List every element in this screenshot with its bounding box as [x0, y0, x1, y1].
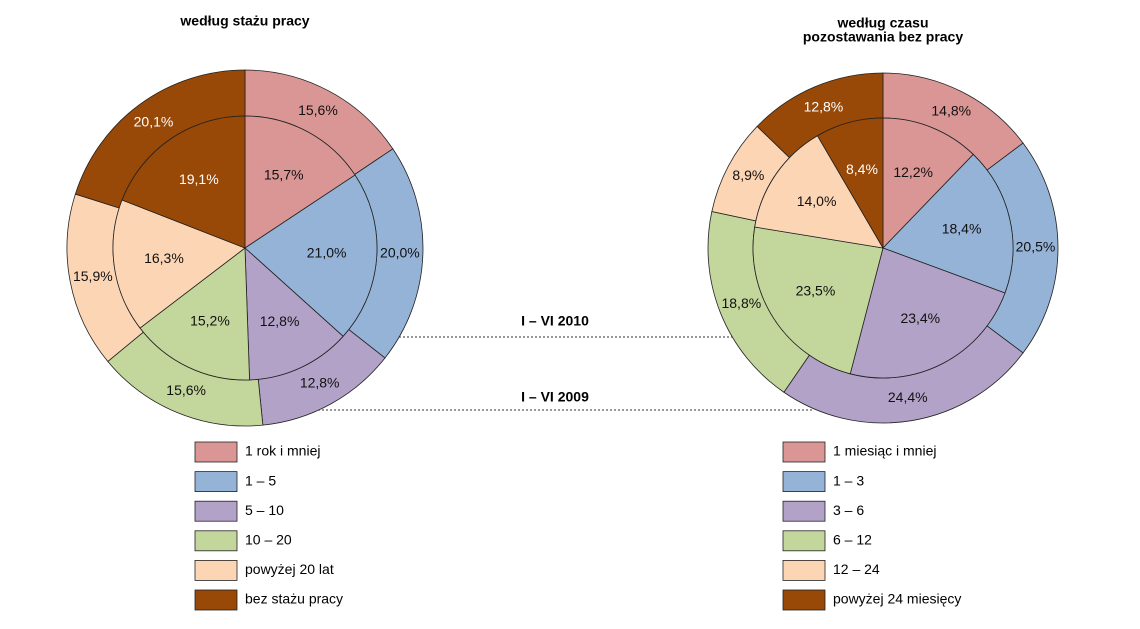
data-label: 21,0%: [307, 245, 347, 261]
legend-swatch: [194, 589, 238, 611]
legend-swatch: [782, 500, 826, 522]
data-label: 15,9%: [73, 268, 113, 284]
slice: [112, 199, 246, 329]
data-label: 19,1%: [179, 171, 219, 187]
data-label: 12,8%: [260, 313, 300, 329]
legend-swatch: [194, 441, 238, 463]
legend-swatch: [194, 530, 238, 552]
legend-label: 1 rok i mniej: [245, 443, 320, 459]
data-label: 20,0%: [380, 245, 420, 261]
legend-swatch: [782, 589, 826, 611]
slice: [244, 174, 378, 337]
slice: [849, 247, 1006, 379]
legend-label: powyżej 20 lat: [245, 561, 334, 577]
slice: [121, 115, 246, 249]
legend-label: 5 – 10: [245, 502, 284, 518]
slice: [244, 115, 356, 249]
legend-swatch: [194, 471, 238, 493]
data-label: 12,8%: [300, 375, 340, 391]
data-label: 15,2%: [190, 313, 230, 329]
data-label: 23,4%: [900, 310, 940, 326]
legend-label: 1 – 5: [245, 472, 276, 488]
data-label: 15,6%: [166, 382, 206, 398]
slice: [244, 247, 344, 381]
legend-swatch: [782, 560, 826, 581]
legend-label: bez stażu pracy: [245, 591, 343, 607]
slice: [754, 135, 884, 249]
data-label: 20,1%: [134, 114, 174, 130]
slice: [882, 117, 974, 249]
ring-label: I – VI 2010: [521, 313, 589, 329]
legend-swatch: [782, 471, 826, 493]
chart-title: według czasu: [836, 15, 928, 31]
legend-swatch: [194, 500, 238, 522]
legend-label: 12 – 24: [833, 561, 880, 577]
data-label: 23,5%: [796, 283, 836, 299]
slice: [752, 226, 884, 375]
legend-label: powyżej 24 miesięcy: [833, 591, 961, 607]
data-label: 8,9%: [732, 167, 764, 183]
legend-label: 6 – 12: [833, 532, 872, 548]
data-label: 18,4%: [942, 221, 982, 237]
data-label: 20,5%: [1016, 239, 1056, 255]
data-label: 16,3%: [144, 250, 184, 266]
data-label: 8,4%: [846, 161, 878, 177]
chart-title: według stażu pracy: [179, 13, 309, 29]
ring-label: I – VI 2009: [521, 389, 589, 405]
slice: [882, 153, 1014, 294]
data-label: 15,7%: [264, 167, 304, 183]
slice: [139, 247, 250, 381]
legend-label: 3 – 6: [833, 502, 864, 518]
data-label: 12,8%: [804, 98, 844, 114]
data-label: 15,6%: [298, 102, 338, 118]
data-label: 24,4%: [888, 389, 928, 405]
legend-label: 1 – 3: [833, 472, 864, 488]
legend-label: 1 miesiąc i mniej: [833, 443, 936, 459]
legend-swatch: [782, 530, 826, 552]
data-label: 14,0%: [797, 193, 837, 209]
legend-swatch: [194, 560, 238, 581]
slice: [816, 117, 884, 250]
data-label: 18,8%: [721, 295, 761, 311]
chart-title: pozostawania bez pracy: [803, 29, 963, 45]
legend-label: 10 – 20: [245, 532, 292, 548]
data-label: 12,2%: [893, 164, 933, 180]
data-label: 14,8%: [931, 102, 971, 118]
legend-swatch: [782, 441, 826, 463]
